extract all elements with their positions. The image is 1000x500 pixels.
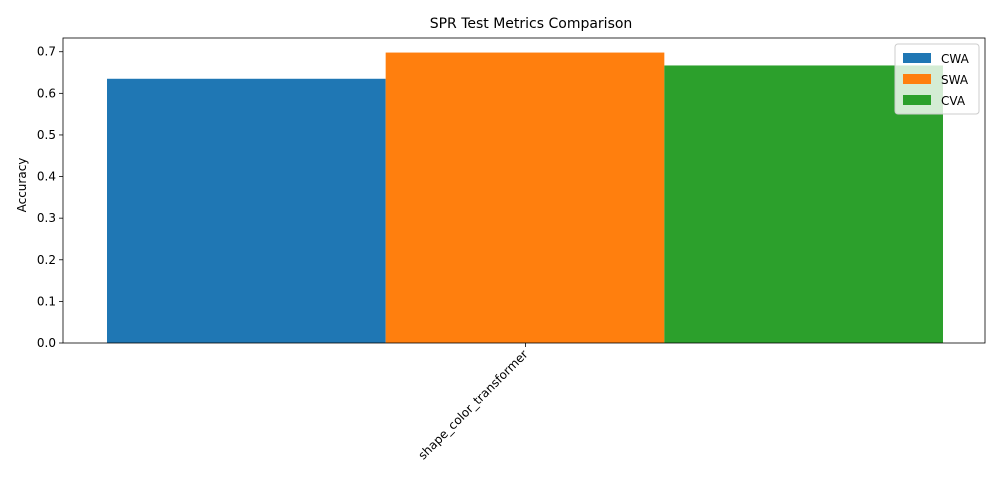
y-tick-label: 0.1: [37, 294, 56, 308]
plot-area-frame: [62, 37, 986, 344]
legend-label-cva: CVA: [941, 94, 966, 108]
legend-label-cwa: CWA: [941, 52, 970, 66]
legend-label-swa: SWA: [941, 73, 969, 87]
x-axis: shape_color_transformer: [415, 343, 531, 462]
y-tick-label: 0.0: [37, 336, 56, 350]
y-tick-label: 0.5: [37, 128, 56, 142]
y-tick-label: 0.2: [37, 253, 56, 267]
bar-cwa: [107, 78, 386, 344]
y-axis: 0.0 0.1 0.2 0.3 0.4 0.5 0.6 0.7: [37, 45, 63, 350]
chart-title: SPR Test Metrics Comparison: [430, 16, 633, 32]
bar-swa: [385, 52, 665, 343]
y-tick-label: 0.4: [37, 170, 56, 184]
legend-swatch-cwa: [903, 53, 931, 63]
legend-swatch-swa: [903, 74, 931, 84]
bars-layer: [107, 52, 943, 344]
y-axis-title: Accuracy: [15, 158, 29, 213]
legend: CWA SWA CVA: [894, 43, 980, 115]
y-tick-label: 0.3: [37, 211, 56, 225]
x-tick-label: shape_color_transformer: [415, 347, 530, 462]
legend-swatch-cva: [903, 95, 931, 105]
y-tick-label: 0.6: [37, 86, 56, 100]
y-tick-label: 0.7: [37, 45, 56, 59]
